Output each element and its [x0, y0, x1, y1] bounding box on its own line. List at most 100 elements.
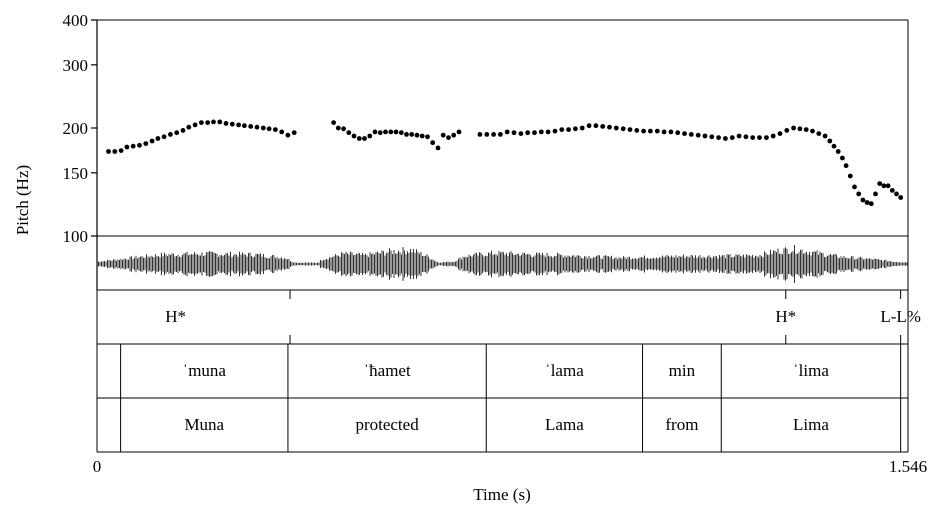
- pitch-point: [573, 126, 578, 132]
- pitch-point: [273, 127, 278, 132]
- pitch-point: [559, 127, 565, 132]
- y-tick-label: 150: [63, 164, 89, 183]
- pitch-point: [586, 123, 592, 129]
- y-tick-label: 100: [63, 227, 89, 246]
- pitch-point: [885, 183, 891, 189]
- y-tick-label: 400: [63, 11, 89, 30]
- pitch-point: [435, 145, 441, 151]
- pitch-points: [106, 119, 904, 207]
- annotation-tiers: H* H* L-L% ˈmuna ˈħamet ˈlama min ˈlima Muna prot…: [120, 290, 921, 452]
- pitch-point: [695, 132, 701, 138]
- pitch-point: [504, 129, 510, 135]
- ipa-word: min: [669, 361, 696, 380]
- pitch-point: [388, 129, 394, 135]
- pitch-point: [532, 130, 537, 136]
- pitch-point: [593, 123, 599, 129]
- pitch-point: [511, 130, 517, 136]
- pitch-point: [217, 119, 223, 125]
- pitch-point: [607, 124, 612, 130]
- pitch-point: [168, 132, 173, 137]
- gloss-word: protected: [355, 415, 419, 434]
- pitch-point: [456, 129, 462, 135]
- pitch-point: [372, 129, 378, 135]
- pitch-point: [743, 134, 749, 140]
- pitch-point: [894, 191, 899, 197]
- pitch-point: [654, 128, 660, 134]
- ipa-word: ˈħamet: [363, 361, 410, 380]
- pitch-point: [770, 133, 776, 139]
- pitch-point: [682, 131, 687, 137]
- pitch-point: [688, 132, 694, 137]
- pitch-point: [430, 140, 436, 146]
- pitch-point: [285, 132, 291, 138]
- pitch-point: [736, 133, 742, 139]
- gloss-word: Muna: [184, 415, 224, 434]
- pitch-point: [451, 132, 457, 138]
- pitch-point: [211, 119, 216, 125]
- y-ticks: 400 300 200 150 100: [63, 11, 97, 246]
- pitch-point: [242, 123, 247, 129]
- waveform: [96, 245, 908, 283]
- pitch-point: [491, 132, 496, 137]
- pitch-point: [477, 132, 483, 137]
- pitch-point: [797, 126, 803, 132]
- pitch-point: [419, 133, 425, 139]
- pitch-point: [484, 132, 490, 137]
- pitch-point: [137, 142, 142, 148]
- pitch-point: [661, 129, 667, 135]
- pitch-point: [600, 124, 606, 129]
- pitch-point: [709, 134, 715, 140]
- pitch-point: [174, 130, 180, 136]
- pitch-point: [367, 133, 373, 139]
- pitch-point: [143, 141, 149, 147]
- pitch-point: [856, 191, 862, 197]
- gloss-word: Lima: [793, 415, 829, 434]
- pitch-point: [545, 129, 551, 135]
- pitch-point: [702, 133, 708, 139]
- pitch-point: [341, 126, 346, 132]
- pitch-point: [840, 155, 845, 161]
- x-tick-label-start: 0: [93, 457, 102, 476]
- pitch-point: [716, 135, 721, 141]
- pitch-point: [648, 128, 653, 134]
- tone-label: L-L%: [880, 307, 921, 326]
- x-tick-label-end: 1.546: [889, 457, 927, 476]
- pitch-point: [425, 134, 430, 140]
- pitch-point: [566, 127, 571, 132]
- pitch-point: [346, 130, 352, 136]
- pitch-point: [634, 127, 640, 133]
- pitch-point: [877, 181, 883, 187]
- pitch-point: [254, 124, 260, 130]
- pitch-point: [873, 191, 878, 197]
- pitch-point: [864, 200, 870, 205]
- y-axis-title: Pitch (Hz): [13, 165, 32, 235]
- pitch-point: [538, 129, 544, 135]
- pitch-point: [260, 125, 266, 131]
- pitch-point: [331, 120, 336, 125]
- pitch-point: [106, 149, 111, 154]
- pitch-point: [130, 143, 136, 149]
- pitch-point: [223, 121, 229, 126]
- pitch-point: [675, 130, 681, 136]
- pitch-point: [205, 120, 211, 125]
- pitch-point: [552, 128, 558, 134]
- pitch-point: [248, 124, 254, 129]
- pitch-point: [377, 130, 383, 136]
- ipa-word: ˈlima: [793, 361, 829, 380]
- pitch-point: [393, 129, 399, 135]
- pitch-point: [827, 138, 833, 144]
- pitch-point: [889, 188, 895, 193]
- pitch-point: [791, 125, 796, 131]
- pitch-point: [498, 132, 503, 137]
- pitch-point: [351, 133, 357, 139]
- tone-label: H*: [775, 307, 796, 326]
- pitch-point: [613, 125, 619, 131]
- pitch-point: [852, 184, 857, 190]
- pitch-point: [383, 129, 388, 135]
- pitch-point: [757, 135, 762, 141]
- pitch-point: [810, 128, 815, 134]
- pitch-point: [881, 183, 887, 189]
- pitch-point: [192, 122, 198, 128]
- pitch-point: [398, 130, 404, 136]
